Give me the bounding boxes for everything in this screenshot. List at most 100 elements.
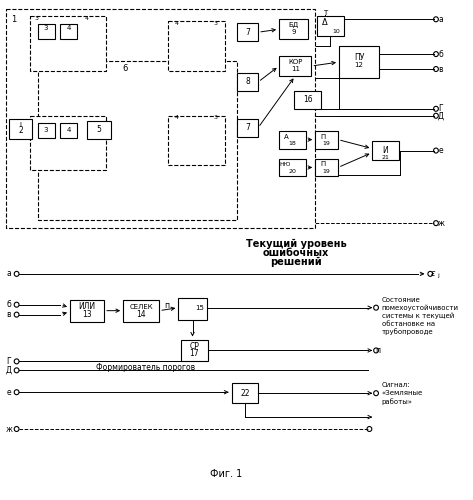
Bar: [9, 118, 32, 139]
Text: Фиг. 1: Фиг. 1: [210, 469, 242, 479]
Text: П: П: [320, 134, 325, 140]
Text: ж: ж: [6, 424, 12, 434]
Text: ИЛИ: ИЛИ: [79, 302, 96, 311]
Text: Формирователь порогов: Формирователь порогов: [96, 363, 196, 372]
Text: 4: 4: [85, 16, 89, 21]
Text: 3: 3: [213, 115, 218, 120]
Text: ошибочных: ошибочных: [263, 248, 329, 258]
Text: 2: 2: [18, 126, 23, 135]
Text: ε: ε: [431, 270, 435, 278]
Text: Т: Т: [323, 10, 327, 16]
Text: 3: 3: [213, 21, 218, 26]
Bar: [279, 56, 311, 76]
Text: 7: 7: [245, 28, 250, 36]
Text: 13: 13: [82, 310, 92, 319]
Bar: [315, 130, 338, 148]
Text: системы к текущей: системы к текущей: [382, 312, 454, 319]
Bar: [279, 130, 306, 148]
Bar: [6, 10, 315, 228]
Bar: [237, 73, 258, 91]
Bar: [178, 298, 207, 320]
Bar: [181, 340, 208, 361]
Text: КОР: КОР: [288, 59, 302, 65]
Text: а: а: [7, 270, 11, 278]
Text: СР: СР: [190, 342, 199, 351]
Text: работы»: работы»: [382, 398, 413, 404]
Text: 11: 11: [291, 66, 300, 72]
Text: Состояние: Состояние: [382, 296, 420, 302]
Text: б: б: [438, 50, 443, 58]
Text: в: в: [438, 64, 443, 74]
Bar: [231, 384, 258, 403]
Bar: [61, 122, 78, 138]
Text: е: е: [7, 388, 11, 396]
Bar: [294, 91, 321, 109]
Text: 18: 18: [289, 141, 296, 146]
Text: 6: 6: [123, 64, 128, 72]
Text: 12: 12: [354, 62, 363, 68]
Bar: [61, 24, 78, 39]
Bar: [168, 116, 225, 166]
Text: 19: 19: [323, 169, 331, 174]
Text: 5: 5: [96, 125, 101, 134]
Text: Д: Д: [6, 366, 12, 375]
Bar: [70, 300, 104, 322]
Text: СЕЛЕК: СЕЛЕК: [129, 304, 153, 310]
Bar: [279, 158, 306, 176]
Text: ПУ: ПУ: [354, 52, 364, 62]
Bar: [237, 118, 258, 136]
Bar: [315, 158, 338, 176]
Text: е: е: [438, 146, 443, 155]
Bar: [279, 20, 307, 39]
Text: 3: 3: [35, 16, 39, 21]
Text: 3: 3: [44, 126, 48, 132]
Text: в: в: [7, 310, 11, 319]
Text: 10: 10: [332, 28, 340, 34]
Text: обстановке на: обстановке на: [382, 320, 435, 326]
Text: БД: БД: [288, 22, 298, 29]
Text: 21: 21: [382, 155, 389, 160]
Text: 7: 7: [245, 123, 250, 132]
Text: 19: 19: [323, 141, 331, 146]
Bar: [30, 116, 106, 170]
Text: Δ: Δ: [322, 18, 328, 27]
Text: трубопроводе: трубопроводе: [382, 328, 433, 335]
Text: 9: 9: [291, 29, 296, 35]
Bar: [237, 24, 258, 41]
Text: 20: 20: [289, 169, 296, 174]
Text: 4: 4: [175, 21, 178, 26]
Text: 17: 17: [190, 349, 199, 358]
Bar: [37, 61, 237, 220]
Text: решений: решений: [270, 257, 322, 267]
Bar: [317, 16, 344, 36]
Bar: [168, 22, 225, 71]
Text: п: п: [164, 301, 169, 310]
Text: 8: 8: [245, 78, 250, 86]
Text: П: П: [320, 162, 325, 168]
Bar: [339, 46, 379, 78]
Text: НЮ: НЮ: [279, 162, 290, 167]
Text: 4: 4: [67, 25, 71, 31]
Text: б: б: [7, 300, 11, 309]
Bar: [123, 300, 159, 322]
Text: 1: 1: [11, 16, 16, 24]
Text: Г: Г: [438, 104, 443, 114]
Text: 15: 15: [195, 304, 203, 310]
Bar: [30, 16, 106, 71]
Text: помехоустойчивости: помехоустойчивости: [382, 304, 459, 311]
Text: «Земляные: «Земляные: [382, 390, 423, 396]
Text: Г: Г: [7, 357, 11, 366]
Bar: [372, 140, 399, 160]
Text: 4: 4: [175, 115, 178, 120]
Text: Сигнал:: Сигнал:: [382, 382, 411, 388]
Bar: [87, 120, 111, 138]
Text: 16: 16: [303, 96, 312, 104]
Text: Текущий уровень: Текущий уровень: [246, 239, 347, 249]
Text: п: п: [376, 346, 380, 355]
Bar: [37, 24, 55, 39]
Text: а: а: [438, 15, 443, 24]
Text: И: И: [383, 146, 388, 155]
Bar: [37, 122, 55, 138]
Text: Д: Д: [438, 112, 444, 120]
Text: 22: 22: [240, 388, 250, 398]
